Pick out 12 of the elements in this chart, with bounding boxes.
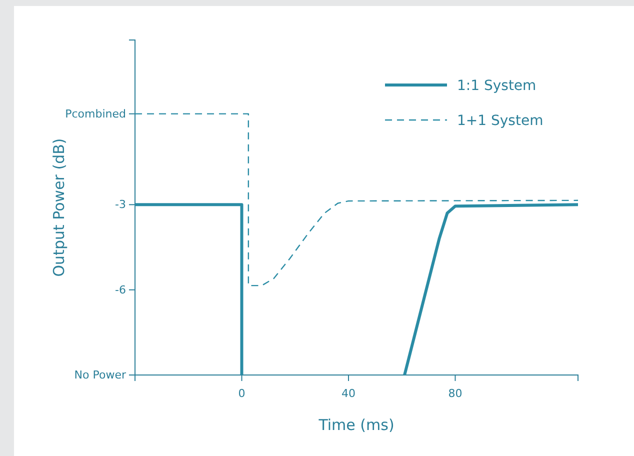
y-axis-title: Output Power (dB): [50, 138, 68, 277]
x-tick-label: 0: [238, 387, 246, 400]
y-tick-label: -3: [115, 198, 126, 212]
x-axis-title: Time (ms): [318, 416, 394, 434]
y-tick-label: No Power: [74, 368, 126, 382]
x-tick-label: 40: [341, 387, 356, 400]
legend-label: 1+1 System: [457, 113, 544, 129]
line-series: [134, 113, 579, 286]
y-tick-label: -6: [115, 283, 126, 296]
x-tick-label: 80: [448, 387, 462, 400]
y-tick-label: Pcombined: [65, 107, 126, 120]
legend-label: 1:1 System: [457, 78, 536, 94]
